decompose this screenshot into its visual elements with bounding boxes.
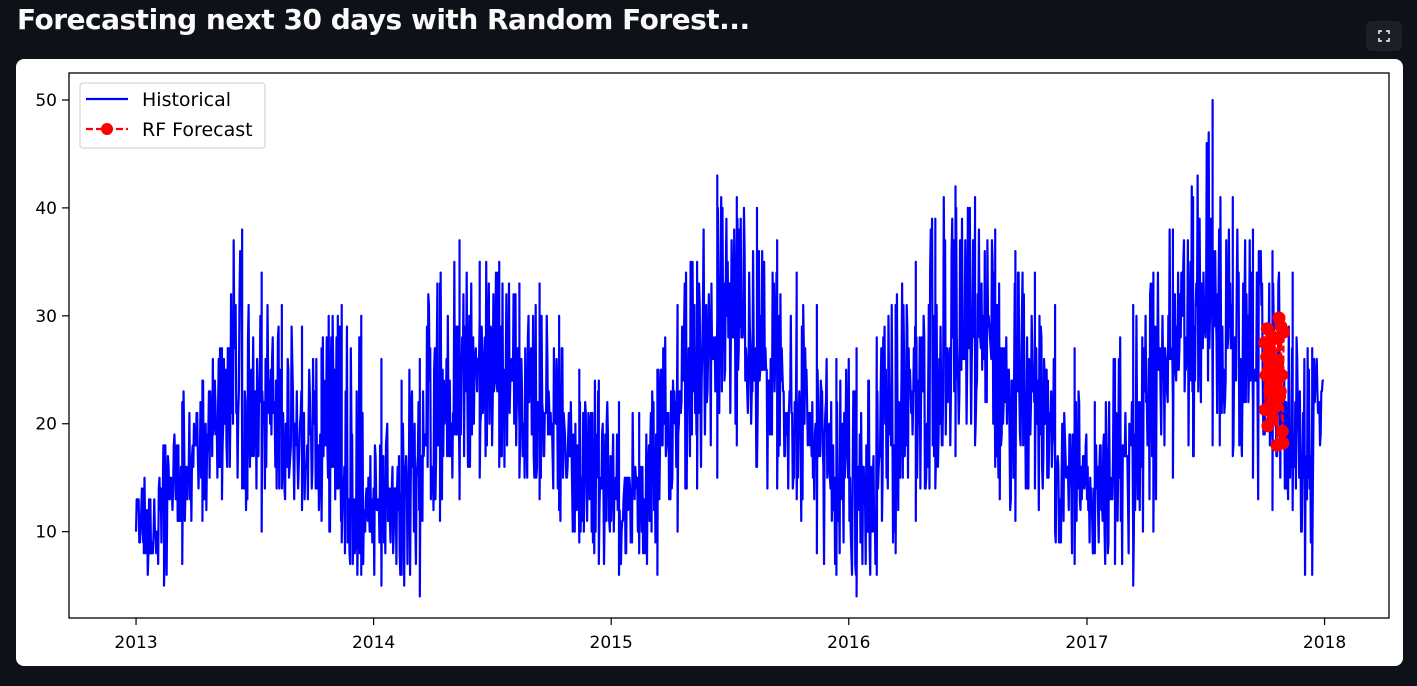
forecast-point: [1271, 356, 1285, 370]
expand-icon: [1378, 30, 1390, 42]
legend-marker-forecast: [101, 123, 113, 135]
x-tick-label: 2013: [114, 633, 157, 653]
plot-area: [134, 98, 1325, 598]
y-tick-label: 10: [35, 523, 57, 543]
forecast-point: [1275, 368, 1289, 382]
forecast-point: [1258, 403, 1272, 417]
chart-card: 2013 2014 2015 2016 2017 2018 10 20 30 40 50 Histor…: [16, 59, 1403, 666]
forecast-point: [1276, 436, 1290, 450]
plot-frame: [68, 72, 1390, 619]
historical-line: [134, 98, 1325, 598]
legend-label-historical: Historical: [142, 89, 231, 111]
page-title: Forecasting next 30 days with Random For…: [17, 3, 750, 36]
y-tick-label: 40: [35, 199, 57, 219]
y-tick-label: 50: [35, 91, 57, 111]
forecast-point: [1277, 325, 1291, 339]
x-tick-label: 2014: [352, 633, 395, 653]
forecast-point: [1265, 412, 1279, 426]
x-tick-label: 2016: [827, 633, 870, 653]
x-tick-label: 2018: [1303, 633, 1346, 653]
y-tick-label: 20: [35, 415, 57, 435]
y-tick-label: 30: [35, 307, 57, 327]
forecast-point: [1275, 424, 1289, 438]
x-tick-label: 2015: [590, 633, 633, 653]
chart: 2013 2014 2015 2016 2017 2018 10 20 30 40 50 Histor…: [35, 72, 1390, 653]
forecast-point: [1273, 384, 1287, 398]
fullscreen-button[interactable]: [1366, 21, 1402, 51]
legend: Historical RF Forecast: [79, 82, 266, 149]
x-tick-label: 2017: [1065, 633, 1108, 653]
legend-label-forecast: RF Forecast: [142, 119, 253, 141]
